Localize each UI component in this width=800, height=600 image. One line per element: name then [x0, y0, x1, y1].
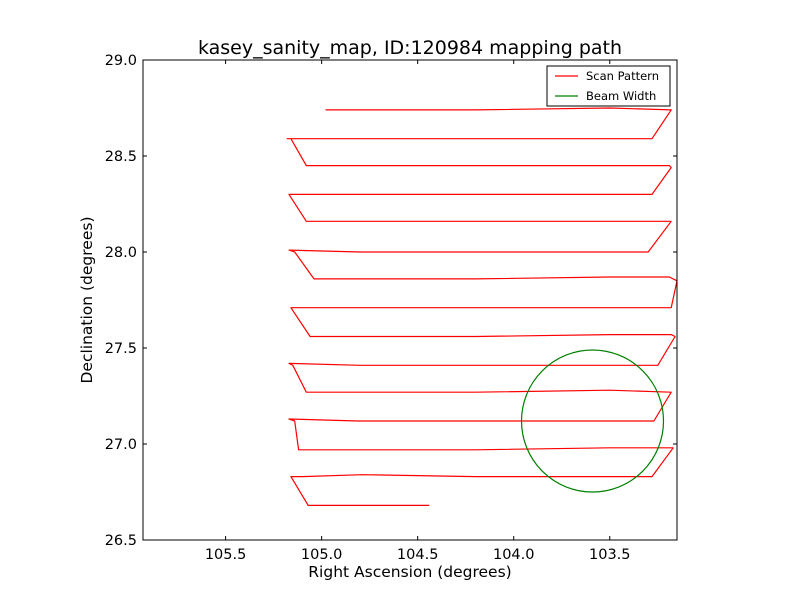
series-circle-beam-width — [520, 349, 665, 493]
chart-title: kasey_sanity_map, ID:120984 mapping path — [198, 37, 622, 59]
y-tick-label: 29.0 — [105, 53, 137, 69]
y-tick-label: 27.5 — [105, 341, 137, 357]
plot-frame — [142, 59, 678, 541]
y-tick-label: 26.5 — [105, 533, 137, 549]
legend: Scan Pattern Beam Width — [546, 65, 671, 107]
legend-box — [546, 65, 671, 107]
x-tick-label: 105.5 — [205, 547, 247, 563]
x-tick-label: 105.0 — [301, 547, 343, 563]
x-tick-label: 104.5 — [397, 547, 439, 563]
y-axis-label: Declination (degrees) — [78, 216, 96, 383]
legend-label-scan-pattern: Scan Pattern — [586, 69, 659, 83]
y-tick-label: 27.0 — [105, 437, 137, 453]
ticks-layer: 105.5 105.0 104.5 104.0 103.5 26.5 27.0 27.5 28.… — [105, 53, 677, 563]
y-tick-label: 28.0 — [105, 245, 137, 261]
series-layer — [286, 107, 678, 506]
legend-label-beam-width: Beam Width — [586, 89, 656, 103]
x-tick-label: 104.0 — [493, 547, 535, 563]
x-axis-label: Right Ascension (degrees) — [308, 563, 511, 581]
series-line-scan-pattern — [286, 107, 678, 506]
y-tick-label: 28.5 — [105, 149, 137, 165]
x-tick-label: 103.5 — [589, 547, 631, 563]
